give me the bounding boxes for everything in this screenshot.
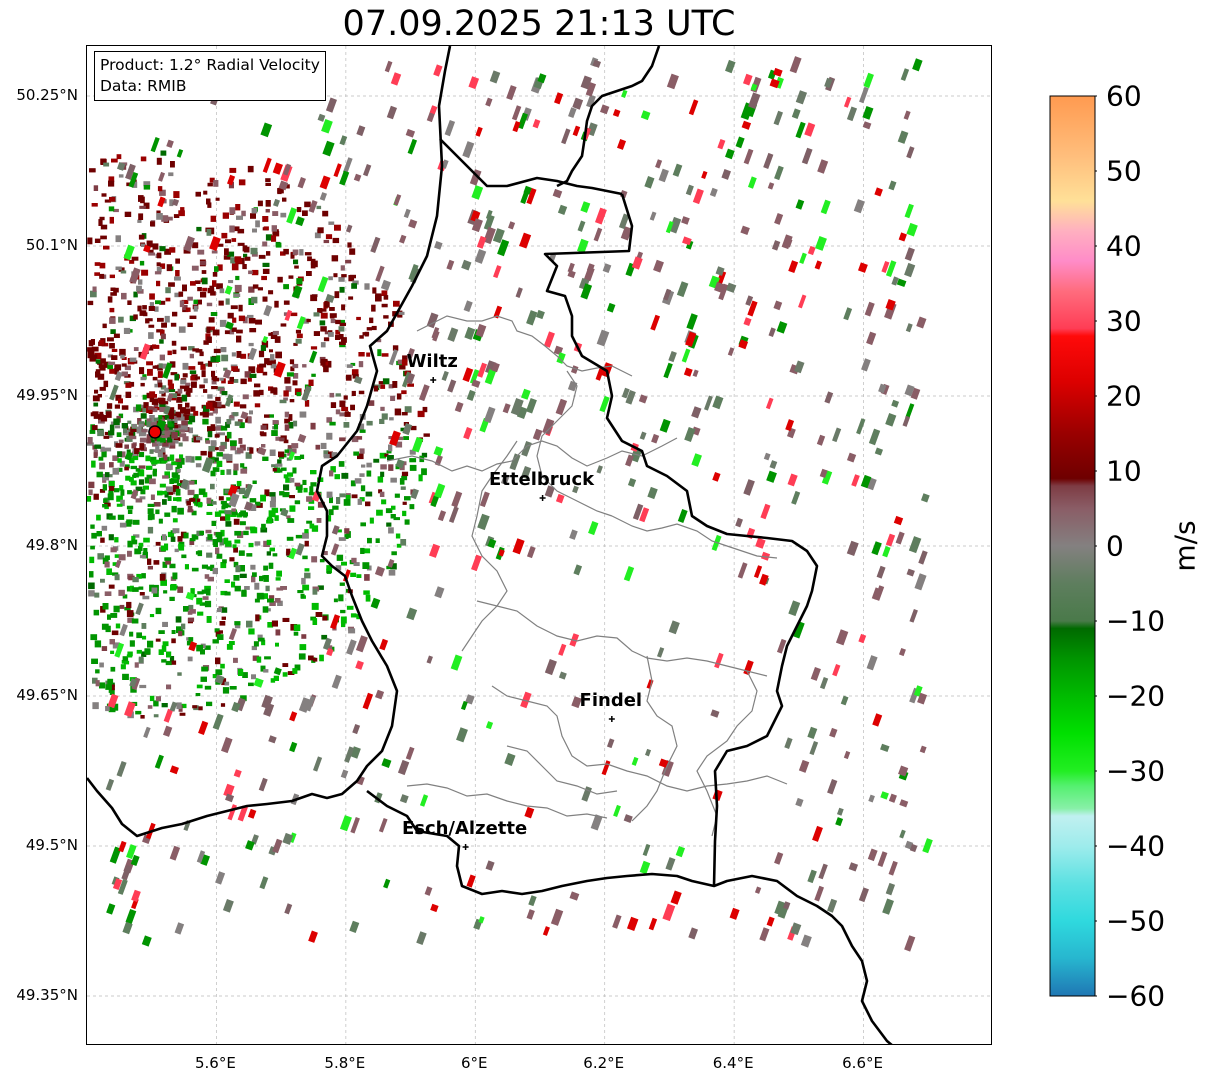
canton-boundary — [461, 440, 518, 652]
radar-map[interactable] — [87, 46, 992, 1045]
colorbar-tick-label: 30 — [1106, 304, 1142, 338]
city-label: Esch/Alzette — [401, 818, 528, 839]
product-label: Product: 1.2° Radial Velocity — [100, 56, 320, 74]
lat-tick-label: 49.35°N — [16, 986, 78, 1004]
colorbar — [1049, 95, 1097, 997]
lat-tick-label: 50.1°N — [25, 236, 78, 254]
canton-boundary — [476, 600, 768, 677]
colorbar-tick-label: 10 — [1106, 454, 1142, 488]
lon-tick-label: 6.4°E — [712, 1054, 754, 1072]
colorbar-tick-label: 20 — [1106, 379, 1142, 413]
canton-boundary — [696, 670, 758, 837]
canton-boundary — [416, 315, 633, 377]
lat-tick-label: 50.25°N — [16, 86, 78, 104]
city-marker — [462, 844, 469, 850]
lon-tick-label: 6.6°E — [842, 1054, 883, 1072]
colorbar-tick-label: −40 — [1106, 829, 1166, 863]
lon-tick-label: 6.2°E — [583, 1054, 625, 1072]
map-gridlines — [87, 46, 991, 1044]
country-border — [439, 138, 623, 196]
city-marker — [608, 716, 615, 722]
colorbar-tick-label: 60 — [1106, 79, 1142, 113]
colorbar-unit-label: m/s — [1168, 520, 1202, 572]
canton-boundary — [536, 370, 613, 517]
city-label: Wiltz — [406, 351, 458, 372]
data-source-label: Data: RMIB — [100, 77, 187, 95]
country-border — [713, 874, 893, 1044]
lat-tick-label: 49.95°N — [16, 386, 78, 404]
colorbar-tick-label: 0 — [1106, 529, 1124, 563]
canton-boundary — [506, 745, 618, 795]
lon-tick-label: 5.6°E — [195, 1054, 236, 1072]
colorbar-tick-label: −50 — [1106, 904, 1166, 938]
city-label: Ettelbruck — [489, 469, 595, 490]
country-border — [87, 46, 452, 838]
canton-boundaries — [386, 315, 788, 837]
colorbar-tick-label: −30 — [1106, 754, 1166, 788]
colorbar-tick-label: −60 — [1106, 979, 1166, 1013]
colorbar-gradient — [1049, 95, 1096, 997]
lat-tick-label: 49.8°N — [25, 536, 78, 554]
city-marker — [539, 495, 546, 501]
city-markers — [430, 377, 615, 850]
country-borders — [87, 46, 893, 1044]
map-panel[interactable] — [86, 45, 992, 1045]
canton-boundary — [491, 685, 788, 792]
canton-boundary — [611, 515, 778, 559]
canton-boundary — [406, 783, 608, 819]
colorbar-tick-label: 50 — [1106, 154, 1142, 188]
lat-tick-label: 49.65°N — [16, 686, 78, 704]
colorbar-tick-label: 40 — [1106, 229, 1142, 263]
figure-title: 07.09.2025 21:13 UTC — [342, 4, 736, 44]
product-info-box: Product: 1.2° Radial Velocity Data: RMIB — [94, 51, 326, 101]
radar-echoes — [87, 56, 933, 952]
city-label: Findel — [579, 690, 643, 711]
colorbar-tick-label: −10 — [1106, 604, 1166, 638]
lon-tick-label: 5.8°E — [324, 1054, 366, 1072]
canton-boundary — [631, 655, 678, 822]
lat-tick-label: 49.5°N — [25, 836, 78, 854]
country-border — [366, 193, 819, 896]
colorbar-tick-label: −20 — [1106, 679, 1166, 713]
radar-site-marker[interactable] — [148, 425, 162, 439]
city-marker — [430, 377, 437, 383]
country-border — [556, 46, 661, 188]
canton-boundary — [386, 437, 678, 472]
lon-tick-label: 6°E — [461, 1054, 488, 1072]
